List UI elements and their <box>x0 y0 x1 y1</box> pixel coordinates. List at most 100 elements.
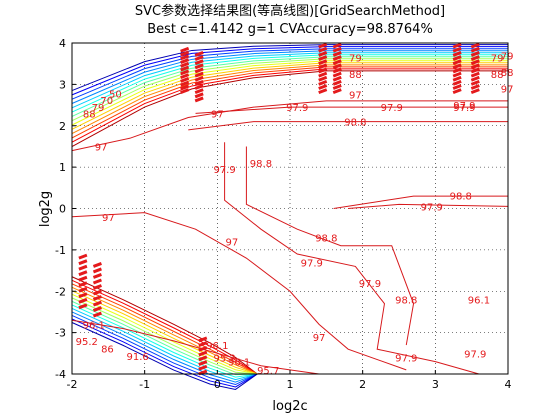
contour-line <box>71 100 508 152</box>
contour-level-label: 97.9 <box>453 101 475 112</box>
lower-band-contour <box>71 304 258 378</box>
x-tick-label: 2 <box>359 378 366 391</box>
dense-label-mark <box>318 67 328 74</box>
contour-level-label: 98.8 <box>450 191 472 202</box>
dense-label-mark <box>318 88 328 95</box>
dense-label-mark <box>332 79 342 86</box>
dense-label-mark <box>194 71 204 78</box>
dense-label-mark <box>332 63 342 70</box>
dense-label-mark <box>452 63 462 70</box>
dense-label-mark <box>78 303 88 310</box>
band-label: 79 <box>92 103 105 114</box>
dense-label-mark <box>452 59 462 66</box>
lower-band-contour <box>71 300 258 376</box>
dense-label-mark <box>78 270 88 277</box>
chart-title: SVC参数选择结果图(等高线图)[GridSearchMethod] <box>135 3 445 19</box>
dense-label-mark <box>194 55 204 61</box>
contour-line <box>224 142 480 375</box>
dense-label-mark <box>332 59 342 66</box>
contour-bands <box>71 44 508 390</box>
contour-level-label: 95.2 <box>213 353 235 364</box>
contour-level-label: 97.9 <box>213 165 235 176</box>
band-label: 95.2 <box>76 337 98 348</box>
dense-label-mark <box>198 364 208 371</box>
dense-label-mark <box>78 297 88 304</box>
contour-level-label: 97 <box>102 213 115 224</box>
dense-label-mark <box>180 46 190 53</box>
dense-label-mark <box>318 79 328 86</box>
upper-band-contour <box>71 54 508 113</box>
dense-label-mark <box>452 46 462 53</box>
contour-level-label: 97 <box>313 333 326 344</box>
dense-label-mark <box>194 88 204 95</box>
contour-level-label: 96.1 <box>468 296 490 307</box>
dense-label-mark <box>78 281 88 288</box>
dense-label-mark <box>332 75 342 82</box>
x-tick-label: -2 <box>67 378 78 391</box>
dense-label-mark <box>452 67 462 74</box>
dense-label-mark <box>180 73 190 80</box>
contour-level-label: 79 <box>491 53 504 64</box>
contour-level-label: 97 <box>211 109 224 120</box>
dense-label-mark <box>332 71 342 78</box>
contour-level-label: 97 <box>95 142 108 153</box>
y-tick-label: 4 <box>59 37 66 50</box>
dense-label-mark <box>194 84 204 90</box>
dense-label-mark <box>452 42 462 49</box>
dense-label-mark <box>194 92 204 99</box>
upper-band-contour <box>71 70 508 147</box>
lower-band-contour <box>71 293 258 375</box>
contour-level-label: 79 <box>349 53 362 64</box>
dense-label-mark <box>198 355 208 362</box>
x-tick-label: 1 <box>287 378 294 391</box>
dense-label-mark <box>194 75 204 82</box>
dense-label-mark <box>78 253 88 260</box>
upper-band-contour <box>71 48 508 100</box>
lower-band-contour <box>71 283 258 375</box>
dense-label-mark <box>180 84 190 91</box>
dense-label-mark <box>92 284 102 290</box>
dense-label-mark <box>470 79 480 86</box>
x-axis-label: log2c <box>272 399 307 414</box>
y-tick-label: 2 <box>59 120 66 133</box>
contour-level-label: 98.8 <box>395 296 417 307</box>
dense-label-mark <box>470 42 480 49</box>
dense-label-mark <box>198 341 208 348</box>
dense-label-mark <box>318 71 328 78</box>
x-tick-label: 4 <box>505 378 512 391</box>
y-tick-label: -3 <box>55 327 66 340</box>
band-label: 86 <box>101 344 114 355</box>
dense-label-mark <box>332 46 342 53</box>
lower-band-contour <box>71 276 258 375</box>
dense-label-mark <box>180 80 190 87</box>
dense-label-mark <box>194 67 204 74</box>
band-label: 50 <box>109 90 122 101</box>
dense-label-mark <box>452 84 462 90</box>
contour-level-label: 97.9 <box>381 103 403 114</box>
contour-lines <box>71 100 509 375</box>
y-tick-label: -4 <box>55 368 66 381</box>
contour-line <box>71 319 320 375</box>
dense-label-mark <box>180 76 190 83</box>
dense-label-mark <box>180 50 190 57</box>
dense-label-mark <box>452 88 462 95</box>
dense-label-mark <box>92 267 102 274</box>
dense-label-mark <box>194 96 204 103</box>
dense-label-mark <box>180 65 190 72</box>
dense-label-mark <box>470 88 480 95</box>
lower-band-contour <box>71 297 258 375</box>
dense-label-mark <box>194 63 204 70</box>
dense-label-mark <box>318 55 328 61</box>
y-tick-label: 1 <box>59 161 66 174</box>
dense-label-mark <box>318 63 328 70</box>
dense-label-mark <box>78 259 88 266</box>
dense-label-mark <box>78 275 88 282</box>
contour-level-label: 97.9 <box>464 349 486 360</box>
lower-band-contour <box>71 286 258 375</box>
dense-label-mark <box>332 88 342 95</box>
dense-label-mark <box>318 75 328 82</box>
contour-level-label: 97 <box>349 91 362 102</box>
y-tick-label: 3 <box>59 78 66 91</box>
dense-label-mark <box>470 59 480 66</box>
contour-level-label: 97.9 <box>453 103 475 114</box>
